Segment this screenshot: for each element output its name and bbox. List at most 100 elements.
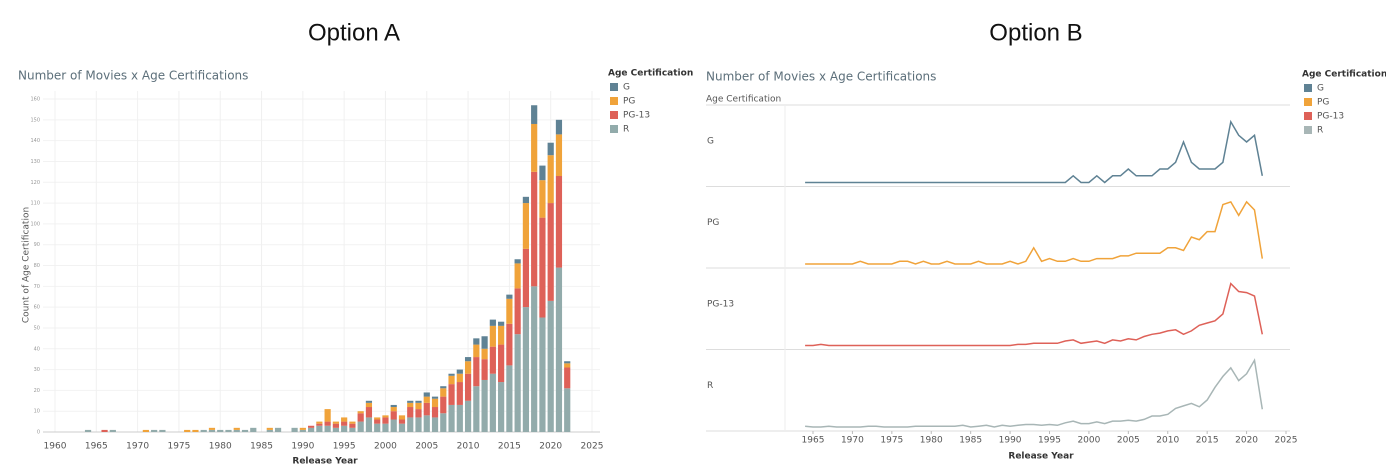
bar-segment <box>514 334 521 432</box>
series-line <box>805 119 1264 184</box>
bar-segment <box>464 400 472 432</box>
legend-label: R <box>1317 126 1323 136</box>
bar-segment <box>374 419 381 424</box>
bar-segment <box>440 413 447 432</box>
bar-segment <box>415 409 422 418</box>
y-tick-label: 60 <box>34 305 40 311</box>
bar-segment <box>514 263 521 289</box>
y-tick-label: 140 <box>30 138 40 144</box>
bar-segment <box>440 388 447 397</box>
bar-segment <box>448 404 455 432</box>
bar-segment <box>398 415 406 420</box>
bar-segment <box>440 386 447 389</box>
option-a-heading: Option A <box>308 19 400 46</box>
bar-segment <box>159 429 166 432</box>
bar-segment <box>415 417 422 432</box>
legend-label: PG <box>623 97 635 107</box>
bar-segment <box>390 419 397 432</box>
x-tick-label: 2010 <box>457 442 480 452</box>
bar-segment <box>531 105 538 124</box>
bar-segment <box>522 196 530 204</box>
series-line <box>805 282 1264 347</box>
x-tick-label: 2015 <box>1196 436 1219 446</box>
legend-swatch <box>1304 112 1312 120</box>
legend-swatch <box>610 111 618 119</box>
bar-segment <box>142 429 149 432</box>
x-tick-label: 1980 <box>920 436 943 446</box>
bar-segment <box>564 367 571 389</box>
x-tick-label: 1995 <box>333 442 356 452</box>
legend-label: G <box>623 83 630 93</box>
bar-segment <box>431 407 439 418</box>
legend-title: Age Certification <box>608 69 693 79</box>
bar-segment <box>448 373 455 376</box>
x-tick-label: 1965 <box>85 442 108 452</box>
bar-segment <box>332 421 339 424</box>
bar-segment <box>225 429 232 432</box>
bar-segment <box>324 425 331 432</box>
legend-swatch <box>1304 98 1312 106</box>
facet-header: Age Certification <box>706 95 781 105</box>
bar-segment <box>299 427 306 430</box>
x-tick-label: 1965 <box>802 436 825 446</box>
y-tick-label: 50 <box>34 325 40 331</box>
bar-segment <box>456 369 463 374</box>
y-tick-label: 100 <box>30 221 40 227</box>
facet-label: PG-13 <box>707 299 734 309</box>
bar-segment <box>456 382 463 405</box>
bar-segment <box>233 427 240 430</box>
bar-segment <box>266 429 273 432</box>
bar-segment <box>382 417 389 424</box>
bar-segment <box>109 429 116 432</box>
bar-segment <box>407 400 414 403</box>
x-tick-label: 2005 <box>1117 436 1140 446</box>
bar-segment <box>539 217 546 318</box>
bar-segment <box>316 421 323 424</box>
bar-segment <box>498 344 505 383</box>
bar-segment <box>448 384 455 405</box>
bar-segment <box>423 415 430 432</box>
bar-segment <box>506 365 513 432</box>
y-axis-label: Count of Age Certification <box>22 207 32 323</box>
bar-segment <box>382 423 389 432</box>
bar-segment <box>84 429 92 432</box>
x-tick-label: 1980 <box>209 442 232 452</box>
legend-label: R <box>623 125 629 135</box>
bar-segment <box>357 411 364 414</box>
bar-segment <box>539 317 546 432</box>
bar-segment <box>423 402 430 416</box>
x-tick-label: 1970 <box>126 442 149 452</box>
facet-label: R <box>707 381 713 391</box>
bar-segment <box>547 142 554 156</box>
bar-segment <box>498 321 505 326</box>
x-tick-label: 2025 <box>581 442 604 452</box>
bar-segment <box>481 348 488 360</box>
legend-label: PG <box>1317 98 1329 108</box>
bar-segment <box>555 267 563 432</box>
bar-segment <box>341 417 348 422</box>
bar-segment <box>547 155 554 204</box>
bar-segment <box>489 319 496 326</box>
y-tick-label: 0 <box>37 430 40 436</box>
legend-swatch <box>610 83 618 91</box>
bar-segment <box>456 404 463 432</box>
chart-title: Number of Movies x Age Certifications <box>18 69 248 83</box>
bar-segment <box>374 417 381 420</box>
bar-segment <box>473 338 480 345</box>
bar-segment <box>407 407 414 418</box>
bar-segment <box>506 323 513 366</box>
bar-segment <box>217 429 224 432</box>
bar-segment <box>423 392 430 397</box>
bar-segment <box>564 363 571 368</box>
legend-title: Age Certification <box>1302 70 1386 80</box>
bar-segment <box>514 288 521 335</box>
bar-segment <box>349 427 356 432</box>
bar-segment <box>464 373 472 401</box>
bar-segment <box>531 286 538 432</box>
y-tick-label: 80 <box>34 263 40 269</box>
facet-label: PG <box>707 218 719 228</box>
legend-swatch <box>1304 84 1312 92</box>
bar-segment <box>241 429 249 432</box>
bar-segment <box>547 203 554 301</box>
x-tick-label: 1960 <box>44 442 67 452</box>
